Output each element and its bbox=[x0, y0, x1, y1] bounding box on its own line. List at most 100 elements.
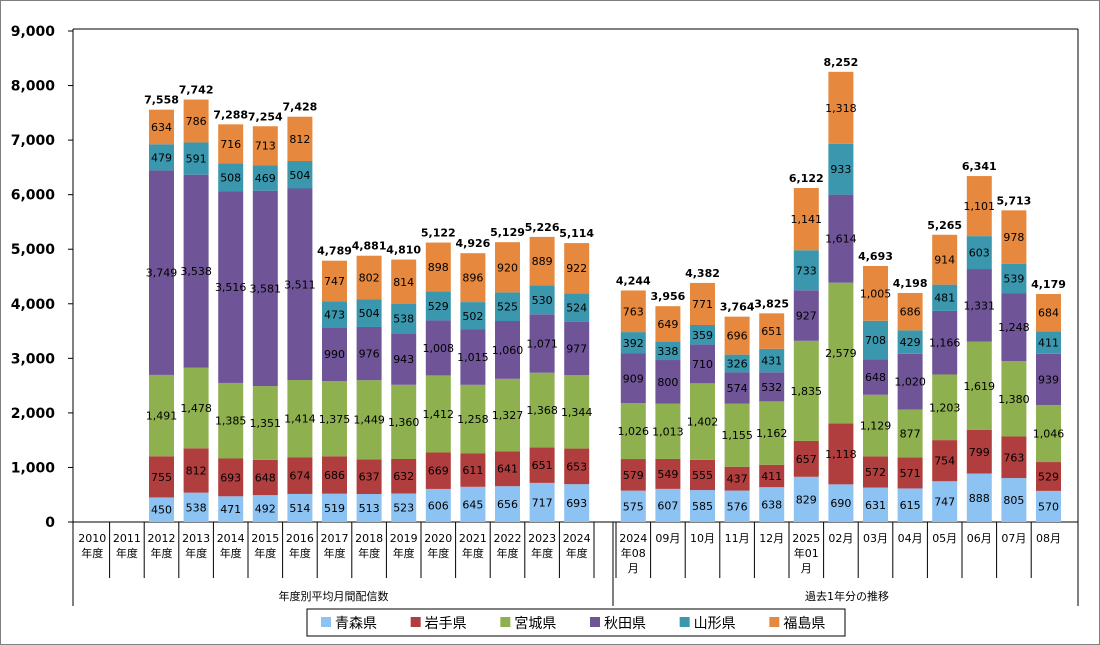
bar-segment bbox=[183, 174, 209, 368]
bar-value-label: 492 bbox=[255, 503, 276, 516]
legend-label: 秋田県 bbox=[604, 616, 646, 632]
bar-segment bbox=[322, 493, 347, 522]
bar-value-label: 481 bbox=[934, 292, 955, 305]
bar-segment bbox=[620, 332, 646, 354]
bar-value-label: 606 bbox=[428, 499, 449, 512]
category-label: 年度 bbox=[324, 546, 346, 560]
bar-total-label: 7,742 bbox=[179, 84, 214, 97]
bar-segment bbox=[759, 313, 785, 349]
bar-value-label: 525 bbox=[497, 301, 518, 314]
bar-value-label: 990 bbox=[324, 348, 345, 361]
bar-value-label: 539 bbox=[1003, 272, 1024, 285]
category-label: 06月 bbox=[967, 532, 992, 545]
bar-value-label: 524 bbox=[566, 302, 587, 315]
bar-value-label: 686 bbox=[324, 469, 345, 482]
bar-value-label: 634 bbox=[151, 121, 172, 134]
bar-segment bbox=[425, 375, 451, 453]
bar-value-label: 1,380 bbox=[998, 393, 1030, 406]
bar-value-label: 514 bbox=[289, 502, 310, 515]
bar-segment bbox=[529, 285, 555, 315]
bar-value-label: 909 bbox=[623, 372, 644, 385]
bar-segment bbox=[287, 457, 313, 494]
bar-total-label: 5,122 bbox=[421, 227, 456, 240]
bar-value-label: 733 bbox=[796, 264, 817, 277]
bar-value-label: 927 bbox=[796, 310, 817, 323]
bar-segment bbox=[724, 316, 750, 355]
bar-value-label: 1,368 bbox=[526, 404, 558, 417]
bar-segment bbox=[863, 456, 888, 488]
bar-segment bbox=[322, 327, 347, 382]
bar-segment bbox=[655, 360, 681, 404]
y-tick-label: 8,000 bbox=[11, 79, 56, 95]
bar-value-label: 1,344 bbox=[561, 406, 593, 419]
bar-value-label: 591 bbox=[186, 153, 207, 166]
bar-column: 492 648 1,351 3,581 469 713 bbox=[250, 126, 281, 522]
group-label: 過去1年分の推移 bbox=[805, 589, 889, 603]
bar-segment bbox=[252, 459, 278, 496]
bar-value-label: 549 bbox=[657, 468, 678, 481]
bar-segment bbox=[391, 493, 417, 522]
bar-segment bbox=[966, 429, 992, 474]
bar-segment bbox=[218, 458, 244, 497]
bar-value-label: 411 bbox=[761, 470, 782, 483]
bar-value-label: 1,318 bbox=[825, 102, 857, 115]
bar-value-label: 570 bbox=[1038, 500, 1059, 513]
category-label: 年度 bbox=[289, 546, 311, 560]
bar-value-label: 1,046 bbox=[1033, 428, 1065, 441]
category-label: 年度 bbox=[462, 546, 484, 560]
category-label: 年01 bbox=[794, 546, 819, 560]
bar-segment bbox=[495, 321, 520, 379]
bar-value-label: 1,020 bbox=[894, 376, 926, 389]
bar-value-label: 479 bbox=[151, 151, 172, 164]
bar-segment bbox=[620, 353, 646, 404]
bar-segment bbox=[759, 487, 785, 522]
legend-item: 秋田県 bbox=[590, 616, 646, 632]
bar-segment bbox=[655, 488, 681, 522]
bar-segment bbox=[1001, 210, 1027, 264]
category-label: 2018 bbox=[355, 532, 383, 545]
y-tick-label: 0 bbox=[45, 515, 55, 531]
bar-segment bbox=[932, 234, 958, 285]
category-label: 年度 bbox=[566, 546, 588, 560]
bar-value-label: 631 bbox=[865, 499, 886, 512]
bar-segment bbox=[620, 290, 646, 333]
bar-segment bbox=[218, 163, 244, 192]
bar-value-label: 431 bbox=[761, 355, 782, 368]
category-label: 2020 bbox=[424, 532, 452, 545]
bar-segment bbox=[287, 161, 313, 189]
bar-segment bbox=[793, 188, 819, 251]
bar-value-label: 3,749 bbox=[146, 267, 178, 280]
legend-box bbox=[306, 608, 846, 637]
bar-value-label: 632 bbox=[393, 470, 414, 483]
legend-swatch bbox=[679, 617, 690, 627]
bar-value-label: 571 bbox=[900, 467, 921, 480]
bar-value-label: 710 bbox=[692, 358, 713, 371]
bar-value-label: 1,008 bbox=[423, 342, 455, 355]
bar-segment bbox=[724, 354, 750, 373]
bar-value-label: 574 bbox=[727, 382, 748, 395]
category-label: 2013 bbox=[182, 532, 210, 545]
bar-segment bbox=[460, 453, 486, 487]
bar-value-label: 755 bbox=[151, 471, 172, 484]
bar-value-label: 898 bbox=[428, 261, 449, 274]
bar-value-label: 812 bbox=[289, 133, 310, 146]
bar-value-label: 1,005 bbox=[860, 287, 892, 300]
bar-segment bbox=[564, 243, 590, 294]
bar-segment bbox=[287, 493, 313, 522]
bar-segment bbox=[1036, 462, 1061, 491]
bar-total-label: 4,789 bbox=[317, 245, 352, 258]
bar-segment bbox=[863, 359, 888, 395]
y-tick-label: 4,000 bbox=[11, 297, 56, 313]
y-tick-label: 9,000 bbox=[11, 24, 56, 40]
bar-total-label: 7,288 bbox=[213, 108, 248, 121]
bar-segment bbox=[529, 314, 555, 373]
bar-segment bbox=[690, 490, 715, 522]
bar-total-label: 3,825 bbox=[754, 297, 789, 310]
bar-segment bbox=[322, 301, 347, 328]
legend-swatch bbox=[410, 617, 421, 627]
bar-series: 450 755 1,491 3,749 479 634 538 812 1,478 3,538 59… bbox=[146, 71, 1065, 522]
category-label: 10月 bbox=[690, 532, 715, 545]
bar-segment bbox=[391, 303, 417, 334]
bar-segment bbox=[425, 242, 451, 292]
bar-total-label: 4,198 bbox=[893, 277, 928, 290]
